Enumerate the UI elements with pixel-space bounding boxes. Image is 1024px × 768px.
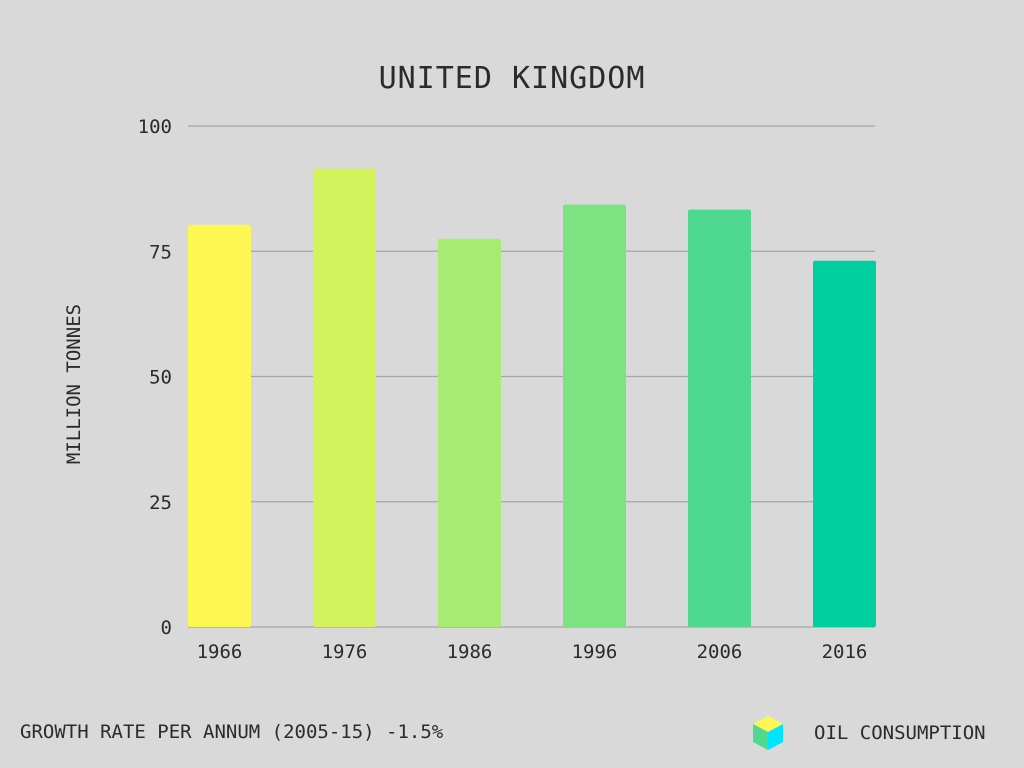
x-tick-label: 1966 bbox=[197, 641, 243, 663]
y-tick-label: 100 bbox=[138, 116, 172, 138]
bar-2016 bbox=[813, 260, 876, 627]
chart-title: UNITED KINGDOM bbox=[379, 61, 646, 96]
y-tick-labels: 0 25 50 75 100 bbox=[138, 116, 172, 639]
y-axis-label: MILLION TONNES bbox=[63, 304, 85, 464]
growth-rate-note: GROWTH RATE PER ANNUM (2005-15) -1.5% bbox=[20, 721, 444, 743]
bar-1976 bbox=[313, 168, 376, 627]
y-tick-label: 25 bbox=[149, 492, 172, 514]
bar-1996 bbox=[563, 204, 626, 628]
x-tick-label: 1986 bbox=[447, 641, 493, 663]
bar-1966 bbox=[188, 224, 251, 627]
gridlines bbox=[188, 125, 875, 628]
cube-icon bbox=[753, 716, 783, 750]
x-tick-label: 2016 bbox=[822, 641, 868, 663]
bars bbox=[188, 168, 876, 628]
y-tick-label: 50 bbox=[149, 367, 172, 389]
x-tick-label: 1996 bbox=[572, 641, 618, 663]
y-tick-label: 0 bbox=[161, 617, 172, 639]
x-tick-label: 2006 bbox=[697, 641, 743, 663]
legend-label: OIL CONSUMPTION bbox=[814, 722, 986, 744]
x-tick-labels: 1966 1976 1986 1996 2006 2016 bbox=[197, 641, 868, 663]
y-tick-label: 75 bbox=[149, 241, 172, 263]
bar-1986 bbox=[438, 238, 501, 627]
legend: OIL CONSUMPTION bbox=[753, 716, 986, 750]
x-tick-label: 1976 bbox=[322, 641, 368, 663]
bar-2006 bbox=[688, 209, 751, 628]
